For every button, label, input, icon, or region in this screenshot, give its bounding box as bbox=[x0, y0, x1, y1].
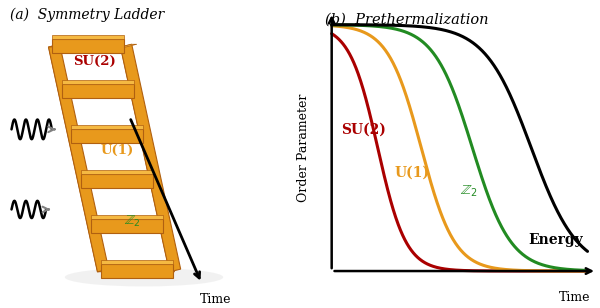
Polygon shape bbox=[71, 129, 143, 143]
Text: (a)  Symmetry Ladder: (a) Symmetry Ladder bbox=[10, 8, 164, 22]
Polygon shape bbox=[121, 44, 137, 47]
Text: (b)  Prethermalization: (b) Prethermalization bbox=[325, 12, 489, 26]
Text: Energy: Energy bbox=[528, 233, 583, 247]
Polygon shape bbox=[52, 39, 124, 53]
Ellipse shape bbox=[65, 268, 223, 286]
Polygon shape bbox=[52, 35, 124, 39]
Polygon shape bbox=[81, 174, 153, 188]
Text: Order Parameter: Order Parameter bbox=[297, 94, 310, 202]
Text: $\mathbb{Z}_2$: $\mathbb{Z}_2$ bbox=[124, 214, 141, 229]
Polygon shape bbox=[121, 44, 181, 272]
Text: SU(2): SU(2) bbox=[73, 55, 116, 68]
Text: U(1): U(1) bbox=[101, 144, 134, 157]
Polygon shape bbox=[91, 219, 163, 233]
Polygon shape bbox=[71, 125, 143, 129]
Polygon shape bbox=[49, 44, 65, 47]
Polygon shape bbox=[49, 47, 103, 272]
Polygon shape bbox=[121, 47, 175, 272]
Polygon shape bbox=[81, 170, 153, 174]
Text: Time: Time bbox=[200, 293, 232, 306]
Text: U(1): U(1) bbox=[394, 165, 429, 180]
Text: $\mathbb{Z}_2$: $\mathbb{Z}_2$ bbox=[460, 183, 477, 199]
Polygon shape bbox=[91, 215, 163, 219]
Text: Time: Time bbox=[559, 291, 591, 304]
Polygon shape bbox=[62, 80, 134, 84]
Text: SU(2): SU(2) bbox=[341, 122, 386, 136]
Polygon shape bbox=[49, 44, 109, 272]
Polygon shape bbox=[101, 260, 173, 264]
Polygon shape bbox=[101, 264, 173, 278]
Polygon shape bbox=[62, 84, 134, 98]
